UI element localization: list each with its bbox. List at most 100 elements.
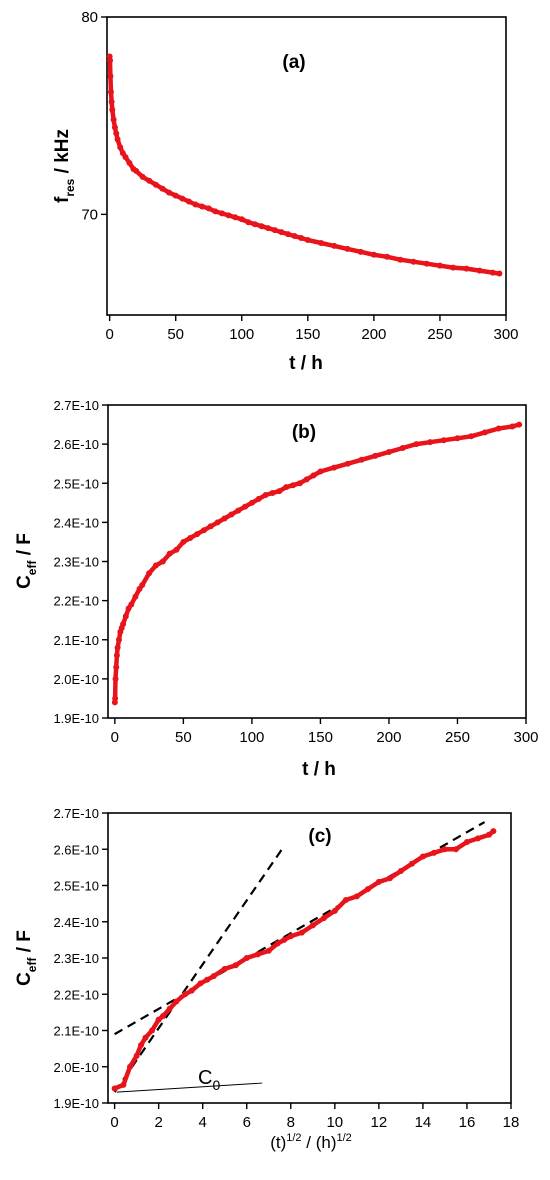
data-point-b bbox=[255, 495, 262, 502]
data-point-c bbox=[281, 936, 288, 943]
data-point-a bbox=[111, 124, 118, 131]
panel-a-chart: 0 50 100 150 200 250 300 70 80 (a) t / h fres / … bbox=[52, 9, 519, 374]
marks-a bbox=[106, 53, 503, 277]
x-axis-title-b: t / h bbox=[302, 759, 336, 780]
x-axis-title-c-4: 1/2 bbox=[337, 1132, 352, 1144]
x-tick-label-b: 200 bbox=[376, 729, 401, 746]
data-point-a bbox=[291, 233, 298, 240]
data-point-b bbox=[331, 464, 338, 471]
data-point-c bbox=[298, 929, 305, 936]
data-point-b bbox=[310, 472, 317, 479]
data-point-c bbox=[197, 980, 204, 987]
data-point-b bbox=[516, 421, 523, 428]
data-point-a bbox=[304, 237, 311, 244]
data-point-b bbox=[128, 601, 135, 608]
data-point-a bbox=[126, 160, 133, 167]
data-point-c bbox=[287, 933, 294, 940]
data-point-a bbox=[212, 208, 219, 215]
data-point-c bbox=[265, 947, 272, 954]
data-point-a bbox=[397, 256, 404, 263]
data-point-b bbox=[385, 448, 392, 455]
annotation-c0-main: C bbox=[198, 1067, 212, 1089]
x-tick-label-b: 150 bbox=[308, 729, 333, 746]
data-point-a bbox=[108, 98, 115, 105]
data-point-c bbox=[155, 1016, 162, 1023]
fit-lines-c bbox=[113, 821, 486, 1093]
data-point-b bbox=[468, 433, 475, 440]
data-point-a bbox=[285, 231, 292, 238]
data-point-a bbox=[450, 264, 457, 271]
x-tick-label-c: 16 bbox=[459, 1114, 476, 1131]
data-point-c bbox=[243, 955, 250, 961]
data-point-c bbox=[419, 853, 426, 860]
data-point-b bbox=[166, 550, 173, 557]
data-point-c bbox=[149, 1027, 156, 1034]
y-tick-label-c: 1.9E-10 bbox=[53, 1096, 99, 1111]
annotation-pointer-line bbox=[116, 1082, 263, 1093]
data-point-c bbox=[441, 846, 448, 853]
data-point-a bbox=[271, 227, 278, 234]
y-axis-title-b-sub: eff bbox=[25, 560, 39, 576]
data-point-b bbox=[262, 491, 269, 498]
data-point-b bbox=[200, 527, 207, 534]
x-tick-label-a: 200 bbox=[361, 326, 386, 343]
data-point-a bbox=[218, 210, 225, 217]
x-tick-label-c: 14 bbox=[415, 1114, 432, 1131]
data-point-b bbox=[509, 423, 516, 430]
annotation-c bbox=[116, 1082, 263, 1093]
data-point-a bbox=[344, 245, 351, 252]
y-axis-title-a-sub: res bbox=[63, 178, 77, 196]
data-point-a bbox=[172, 192, 179, 199]
x-axis-title-a: t / h bbox=[289, 353, 323, 374]
data-point-b bbox=[481, 429, 488, 436]
data-point-b bbox=[283, 484, 290, 491]
x-tick-label-c: 10 bbox=[326, 1114, 343, 1131]
plot-frame-a bbox=[106, 16, 507, 316]
data-point-a bbox=[370, 251, 377, 258]
data-point-b bbox=[120, 621, 127, 628]
data-point-a bbox=[185, 198, 192, 205]
data-point-b bbox=[399, 445, 406, 452]
y-tick-label-b: 2.4E-10 bbox=[53, 515, 99, 530]
data-point-b bbox=[317, 468, 324, 475]
data-point-a bbox=[265, 225, 272, 232]
data-point-a bbox=[146, 177, 153, 184]
data-point-a bbox=[423, 260, 430, 267]
data-point-c bbox=[182, 991, 189, 998]
y-axis-title-c-unit: / F bbox=[14, 930, 35, 957]
x-tick-label-c: 8 bbox=[287, 1114, 295, 1131]
data-point-c bbox=[408, 860, 415, 867]
data-point-c bbox=[490, 828, 497, 835]
data-point-c bbox=[397, 868, 404, 874]
data-point-a bbox=[133, 167, 140, 174]
x-tick-label-a: 50 bbox=[167, 326, 184, 343]
data-point-c bbox=[452, 846, 459, 853]
x-tick-label-b: 50 bbox=[175, 729, 192, 746]
data-point-a bbox=[192, 201, 199, 208]
data-point-b bbox=[228, 511, 235, 518]
panel-label-c: (c) bbox=[308, 826, 331, 847]
data-point-b bbox=[248, 499, 255, 506]
y-tick-label-c: 2.0E-10 bbox=[53, 1060, 99, 1075]
data-point-b bbox=[214, 519, 221, 526]
data-point-a bbox=[139, 173, 146, 180]
ticks-a: 0 50 100 150 200 250 300 70 80 bbox=[81, 9, 518, 343]
data-point-c bbox=[274, 940, 281, 947]
data-point-b bbox=[303, 476, 310, 483]
marks-b bbox=[111, 421, 523, 706]
x-tick-label-c: 18 bbox=[503, 1114, 520, 1131]
y-tick-label-a: 70 bbox=[81, 206, 98, 223]
data-point-b bbox=[221, 515, 228, 522]
data-point-a bbox=[436, 262, 443, 269]
data-point-a bbox=[205, 205, 212, 212]
data-point-a bbox=[117, 144, 124, 151]
data-point-b bbox=[440, 437, 447, 444]
data-point-b bbox=[372, 452, 379, 459]
ticks-b: 0 50 100 150 200 250 300 1.9E-10 2.0E-10 2.1E-10 2… bbox=[53, 398, 538, 746]
data-point-c bbox=[166, 1005, 173, 1012]
data-point-a bbox=[410, 258, 417, 265]
data-point-a bbox=[496, 270, 503, 277]
y-axis-title-c-sub: eff bbox=[25, 957, 39, 973]
data-point-a bbox=[463, 265, 470, 272]
y-tick-label-c: 2.6E-10 bbox=[53, 842, 99, 857]
